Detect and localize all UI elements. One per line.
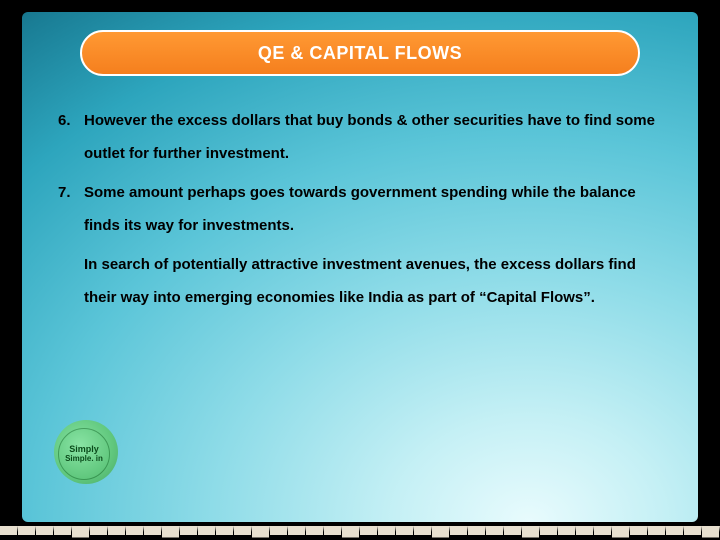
content-area: 6. However the excess dollars that buy b… [58, 104, 658, 314]
slide-background: QE & CAPITAL FLOWS 6. However the excess… [22, 12, 698, 522]
item-number: 7. [58, 176, 84, 242]
paragraph: In search of potentially attractive inve… [84, 248, 658, 314]
bottom-ruler-icon [0, 526, 720, 540]
list-item: 7. Some amount perhaps goes towards gove… [58, 176, 658, 242]
list-item: 6. However the excess dollars that buy b… [58, 104, 658, 170]
item-number: 6. [58, 104, 84, 170]
slide-title: QE & CAPITAL FLOWS [258, 43, 462, 64]
item-text: Some amount perhaps goes towards governm… [84, 176, 658, 242]
logo-text: Simply Simple. in [58, 428, 110, 480]
logo: Simply Simple. in [54, 420, 118, 484]
title-pill: QE & CAPITAL FLOWS [80, 30, 640, 76]
logo-line2: Simple. in [65, 455, 103, 464]
item-text: However the excess dollars that buy bond… [84, 104, 658, 170]
